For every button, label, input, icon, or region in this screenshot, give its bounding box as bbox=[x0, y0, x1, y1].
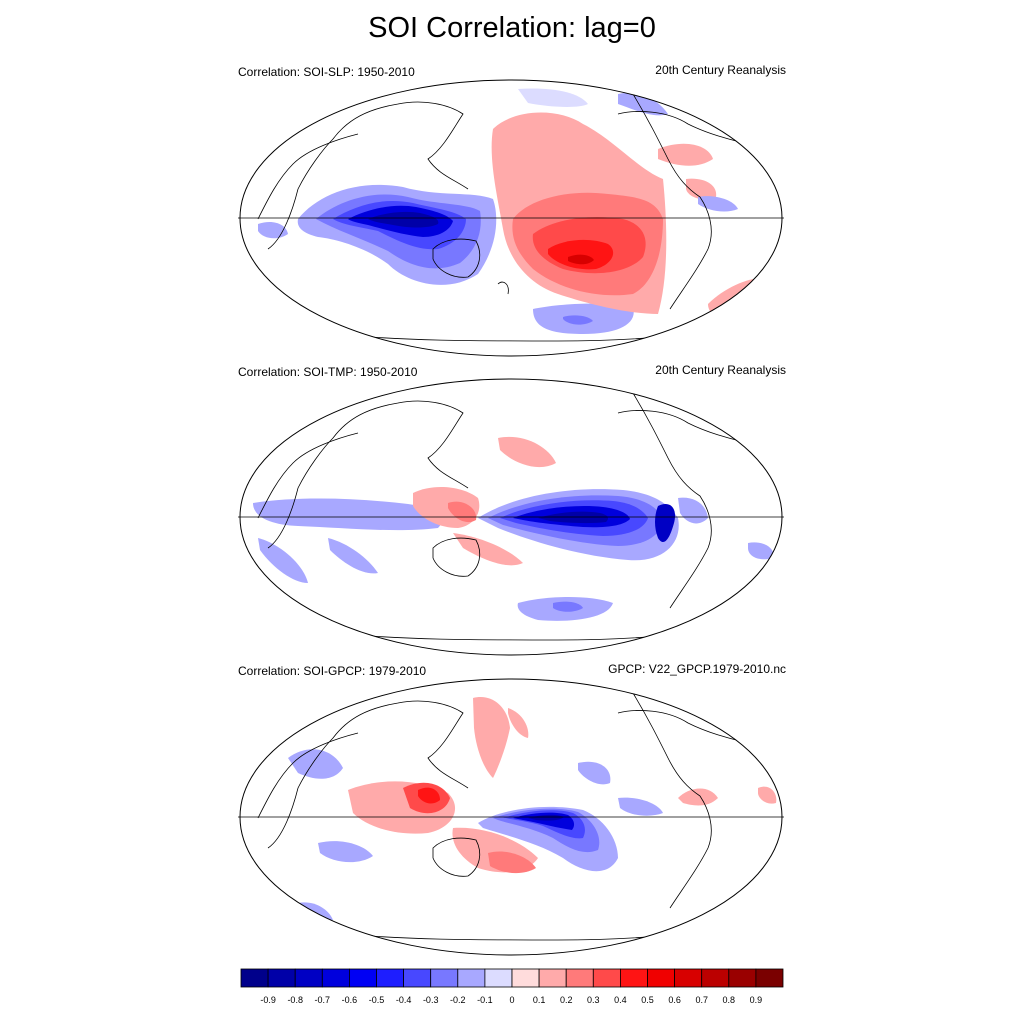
colorbar-box bbox=[755, 968, 784, 988]
colorbar-tick-label: 0.8 bbox=[723, 995, 736, 1005]
colorbar-box bbox=[484, 968, 513, 988]
panel-1-coastlines bbox=[257, 93, 749, 342]
panel-2-right-label: 20th Century Reanalysis bbox=[655, 363, 786, 377]
colorbar-box bbox=[538, 968, 567, 988]
colorbar-tick-label: 0.7 bbox=[695, 995, 708, 1005]
colorbar-tick-label: -0.5 bbox=[369, 995, 385, 1005]
panel-3-field bbox=[288, 697, 777, 921]
colorbar-box bbox=[457, 968, 486, 988]
colorbar-box bbox=[619, 968, 648, 988]
colorbar: -0.9 -0.8 -0.7 -0.6 -0.5 -0.4 -0.3 -0.2 -0.1 0 0.1… bbox=[240, 968, 784, 1005]
panel-3-map bbox=[238, 678, 784, 956]
panel-1-field bbox=[258, 88, 773, 334]
colorbar-tick-label: -0.3 bbox=[423, 995, 439, 1005]
colorbar-box bbox=[267, 968, 296, 988]
colorbar-tick-label: 0 bbox=[509, 995, 514, 1005]
panel-2-frame bbox=[239, 378, 783, 656]
colorbar-box bbox=[674, 968, 703, 988]
colorbar-tick-label: -0.2 bbox=[450, 995, 466, 1005]
colorbar-box bbox=[728, 968, 757, 988]
panel-2-map bbox=[238, 378, 784, 656]
colorbar-box bbox=[430, 968, 459, 988]
colorbar-tick-label: -0.6 bbox=[342, 995, 358, 1005]
colorbar-box bbox=[701, 968, 730, 988]
colorbar-tick-label: -0.7 bbox=[315, 995, 331, 1005]
colorbar-box bbox=[592, 968, 621, 988]
panel-2-left-label: Correlation: SOI-TMP: 1950-2010 bbox=[238, 365, 418, 379]
panel-1-left-label: Correlation: SOI-SLP: 1950-2010 bbox=[238, 65, 415, 79]
colorbar-tick-label: 0.4 bbox=[614, 995, 627, 1005]
colorbar-box bbox=[511, 968, 540, 988]
colorbar-box bbox=[647, 968, 676, 988]
colorbar-boxes bbox=[240, 968, 784, 988]
colorbar-tick-label: 0.9 bbox=[750, 995, 763, 1005]
colorbar-tick-label: -0.1 bbox=[477, 995, 493, 1005]
panel-3-frame bbox=[239, 678, 783, 956]
panel-3-left-label: Correlation: SOI-GPCP: 1979-2010 bbox=[238, 664, 427, 678]
colorbar-box bbox=[349, 968, 377, 988]
panel-2-coastlines bbox=[257, 392, 749, 641]
colorbar-box bbox=[376, 968, 405, 988]
colorbar-tick-label: -0.8 bbox=[287, 995, 303, 1005]
colorbar-box bbox=[321, 968, 350, 988]
panel-1-frame bbox=[239, 79, 783, 357]
colorbar-labels: -0.9 -0.8 -0.7 -0.6 -0.5 -0.4 -0.3 -0.2 -0.1 0 0.1… bbox=[260, 995, 762, 1005]
colorbar-box bbox=[565, 968, 594, 988]
panel-1-map bbox=[238, 79, 784, 357]
colorbar-tick-label: -0.9 bbox=[260, 995, 276, 1005]
colorbar-tick-label: 0.2 bbox=[560, 995, 573, 1005]
panel-2-field bbox=[253, 436, 774, 621]
colorbar-tick-label: -0.4 bbox=[396, 995, 412, 1005]
colorbar-tick-label: 0.6 bbox=[668, 995, 681, 1005]
colorbar-box bbox=[240, 968, 269, 988]
colorbar-tick-label: 0.3 bbox=[587, 995, 600, 1005]
figure-title: SOI Correlation: lag=0 bbox=[368, 12, 656, 44]
colorbar-box bbox=[403, 968, 432, 988]
panel-1-right-label: 20th Century Reanalysis bbox=[655, 63, 786, 77]
colorbar-tick-label: 0.1 bbox=[533, 995, 546, 1005]
colorbar-box bbox=[294, 968, 323, 988]
panel-3-right-label: GPCP: V22_GPCP.1979-2010.nc bbox=[608, 662, 786, 676]
colorbar-tick-label: 0.5 bbox=[641, 995, 654, 1005]
